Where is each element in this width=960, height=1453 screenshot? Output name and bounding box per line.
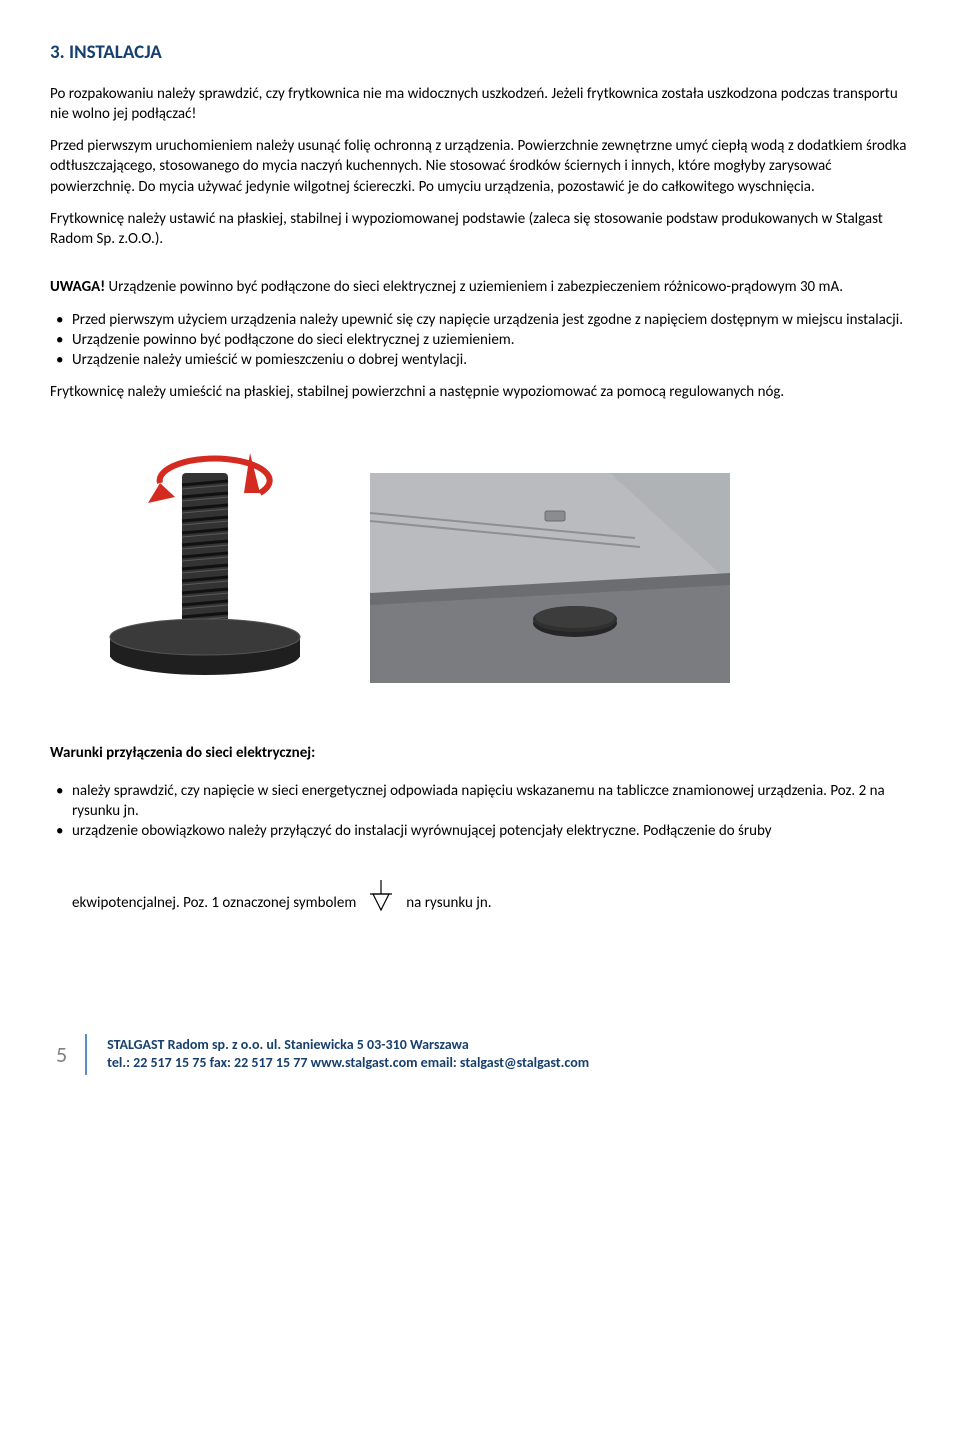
equipotential-icon: [366, 880, 396, 914]
list-item: urządzenie obowiązkowo należy przyłączyć…: [50, 821, 910, 841]
bullet-list-2: należy sprawdzić, czy napięcie w sieci e…: [50, 781, 910, 842]
footer-line-2: tel.: 22 517 15 75 fax: 22 517 15 77 www…: [107, 1054, 589, 1072]
paragraph-2: Przed pierwszym uruchomieniem należy usu…: [50, 136, 910, 197]
uwaga-paragraph: UWAGA! Urządzenie powinno być podłączone…: [50, 277, 910, 297]
symbol-before: ekwipotencjalnej. Poz. 1 oznaczonej symb…: [72, 893, 356, 913]
paragraph-1: Po rozpakowaniu należy sprawdzić, czy fr…: [50, 84, 910, 125]
figure-render: [370, 473, 730, 683]
symbol-after: na rysunku jn.: [406, 893, 491, 913]
uwaga-text: Urządzenie powinno być podłączone do sie…: [105, 278, 843, 296]
figure-bolt: [100, 433, 310, 683]
footer-text: STALGAST Radom sp. z o.o. ul. Staniewick…: [107, 1036, 589, 1072]
list-item: należy sprawdzić, czy napięcie w sieci e…: [50, 781, 910, 822]
page-footer: 5 STALGAST Radom sp. z o.o. ul. Staniewi…: [50, 1034, 910, 1106]
list-item: Urządzenie należy umieścić w pomieszczen…: [50, 350, 910, 370]
uwaga-label: UWAGA!: [50, 278, 105, 296]
warunki-heading: Warunki przyłączenia do sieci elektryczn…: [50, 743, 910, 763]
symbol-line: ekwipotencjalnej. Poz. 1 oznaczonej symb…: [50, 880, 910, 914]
paragraph-4: Frytkownicę należy umieścić na płaskiej,…: [50, 382, 910, 402]
figure-row: [50, 433, 910, 683]
paragraph-3: Frytkownicę należy ustawić na płaskiej, …: [50, 209, 910, 250]
list-item: Przed pierwszym użyciem urządzenia należ…: [50, 310, 910, 330]
list-item: Urządzenie powinno być podłączone do sie…: [50, 330, 910, 350]
footer-line-1: STALGAST Radom sp. z o.o. ul. Staniewick…: [107, 1036, 469, 1053]
section-heading: 3. INSTALACJA: [50, 40, 910, 66]
page-number: 5: [50, 1034, 87, 1076]
bullet-list-1: Przed pierwszym użyciem urządzenia należ…: [50, 310, 910, 371]
